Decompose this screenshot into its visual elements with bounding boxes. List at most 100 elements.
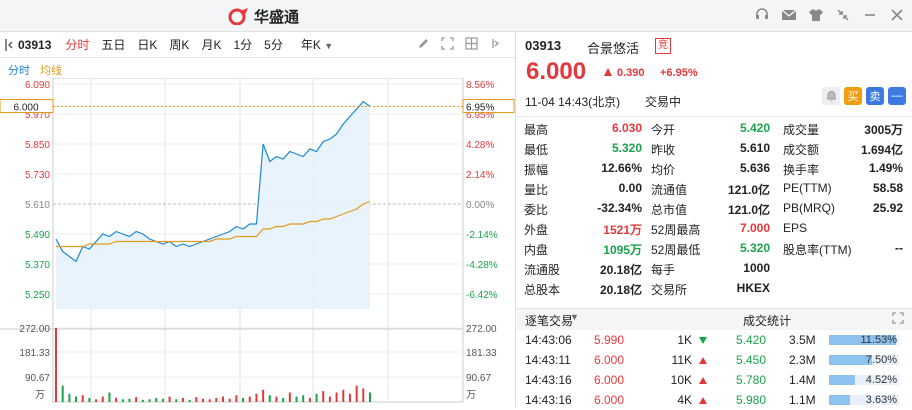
tick-price: 6.000 — [594, 393, 625, 407]
dist-price: 5.980 — [736, 393, 767, 407]
stat-value: 1095万 — [603, 243, 642, 257]
volume-bar — [262, 389, 265, 402]
buy-button[interactable]: 买 — [844, 87, 862, 105]
headset-icon[interactable] — [753, 6, 771, 24]
sell-button[interactable]: 卖 — [866, 87, 884, 105]
intraday-chart[interactable]: 6.090 8.56% 5.970 6.95% 5.850 4.28% 5.730 2.14%… — [0, 78, 516, 407]
volume-bar — [302, 395, 305, 402]
volume-bar — [61, 385, 64, 402]
volume-bar — [168, 396, 171, 402]
tab-year-k-dropdown[interactable]: 年K ▼ — [301, 36, 333, 53]
volume-bar — [208, 399, 211, 402]
stat-value: 5.320 — [739, 241, 770, 255]
volume-bar — [348, 393, 351, 402]
brand-logo: 华盛通 — [228, 5, 299, 27]
tab-intraday[interactable]: 分时 — [65, 38, 90, 52]
chevron-down-icon: ▼ — [324, 41, 334, 51]
mail-icon[interactable] — [780, 6, 798, 24]
volume-bar — [201, 398, 204, 402]
stat-label: 最低 — [524, 143, 549, 157]
up-arrow-icon — [699, 377, 707, 384]
volume-bar — [328, 396, 331, 402]
chart-stock-code: 03913 — [18, 37, 52, 52]
tab-five-day[interactable]: 五日 — [101, 38, 126, 52]
shrink-icon[interactable] — [834, 6, 852, 24]
stats-row: 最低 5.320 昨收 5.610 成交额 1.694亿 — [517, 141, 912, 161]
tab-day-k[interactable]: 日K — [137, 38, 158, 52]
volume-bar — [275, 396, 278, 402]
stat-label: 交易所 — [651, 283, 688, 297]
grid-icon[interactable] — [465, 37, 478, 53]
y-axis-label: 5.850 — [25, 140, 50, 151]
current-pct-label: 6.95% — [466, 103, 494, 114]
minimize-icon[interactable] — [861, 6, 879, 24]
volume-bar — [148, 399, 151, 402]
stat-label: 内盘 — [524, 243, 549, 257]
volume-axis-label: 181.33 — [466, 348, 497, 359]
tick-row: 14:43:16 6.000 10K 5.780 1.4M 4.52% — [517, 370, 912, 390]
stat-value: 7.000 — [739, 221, 770, 235]
volume-bar — [115, 397, 118, 402]
volume-bar — [135, 397, 138, 402]
stats-title[interactable]: 成交统计 — [743, 314, 792, 328]
dist-volume: 1.4M — [789, 373, 816, 387]
volume-bar — [81, 395, 84, 402]
volume-axis-label: 272.00 — [19, 324, 50, 335]
tab-5min[interactable]: 5分 — [264, 38, 283, 52]
ticks-title[interactable]: 逐笔交易 — [525, 314, 574, 328]
dist-bar: 4.52% — [829, 374, 899, 386]
stats-row: 最高 6.030 今开 5.420 成交量 3005万 — [517, 121, 912, 141]
y-axis-label: 5.250 — [25, 290, 50, 301]
volume-bar — [248, 396, 251, 402]
dist-bar: 3.63% — [829, 394, 899, 406]
stat-label: 振幅 — [524, 163, 549, 177]
expand-icon[interactable] — [441, 37, 454, 53]
dist-bar: 7.50% — [829, 354, 899, 366]
legend-intraday: 分时 — [8, 65, 30, 77]
dist-volume: 3.5M — [789, 333, 816, 347]
stat-label: 总市值 — [651, 203, 688, 217]
collapse-handle-icon[interactable] — [0, 38, 18, 52]
tick-price: 6.000 — [594, 373, 625, 387]
stat-value: 1.694亿 — [860, 143, 903, 157]
volume-bar — [335, 392, 338, 402]
tick-qty: 11K — [671, 353, 692, 367]
panel-toggle-icon[interactable] — [489, 37, 502, 53]
volume-bar — [161, 398, 164, 402]
volume-bar — [315, 393, 318, 402]
tick-time: 14:43:11 — [525, 353, 571, 367]
expand-icon[interactable] — [892, 312, 904, 327]
brand-name: 华盛通 — [254, 8, 300, 26]
chevron-down-icon[interactable]: ▼ — [570, 312, 579, 322]
quote-panel: 03913 合景悠活 竞 6.000 0.390 +6.95% 11-04 14… — [517, 32, 912, 407]
stats-grid: 最高 6.030 今开 5.420 成交量 3005万 最低 5.320 昨收 5.610 成交额 1… — [517, 116, 912, 297]
stat-label: 成交额 — [783, 143, 820, 157]
dist-pct: 4.52% — [865, 374, 897, 386]
bell-icon[interactable] — [822, 87, 840, 105]
tab-1min[interactable]: 1分 — [233, 38, 253, 52]
stat-label: PB(MRQ) — [783, 201, 835, 215]
stats-row: 内盘 1095万 52周最低 5.320 股息率(TTM) -- — [517, 241, 912, 261]
tab-month-k[interactable]: 月K — [201, 38, 222, 52]
volume-bar — [362, 388, 365, 402]
tab-year-k-label: 年K — [300, 38, 321, 52]
stats-row: 外盘 1521万 52周最高 7.000 EPS — [517, 221, 912, 241]
volume-bar — [175, 399, 178, 402]
volume-bar — [369, 392, 371, 402]
pencil-icon[interactable] — [417, 37, 430, 53]
volume-bar — [295, 396, 298, 402]
shirt-icon[interactable] — [807, 6, 825, 24]
volume-bar — [268, 395, 271, 402]
close-icon[interactable] — [888, 6, 906, 24]
auction-badge: 竞 — [655, 38, 671, 54]
stat-label: 均价 — [651, 163, 676, 177]
tab-week-k[interactable]: 周K — [169, 38, 190, 52]
brand-icon — [228, 8, 248, 25]
remove-watchlist-button[interactable]: — — [888, 87, 906, 105]
stat-value: 121.0亿 — [727, 203, 770, 217]
volume-axis-label: 272.00 — [466, 324, 497, 335]
volume-bar — [322, 391, 325, 402]
period-tabbar: 03913 分时 五日 日K 周K 月K 1分 5分 年K ▼ — [0, 32, 516, 58]
trading-status: 交易中 — [645, 95, 682, 109]
